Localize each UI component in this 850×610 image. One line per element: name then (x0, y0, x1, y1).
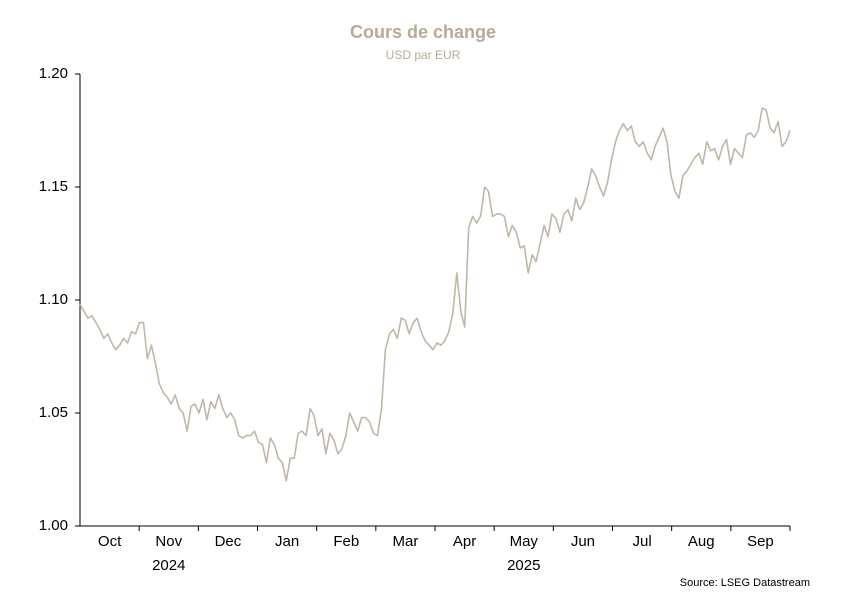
x-tick-label: Jun (571, 533, 595, 550)
chart-title: Cours de change (350, 22, 496, 42)
x-tick-label: Jan (275, 533, 299, 550)
x-tick-label: Apr (453, 533, 476, 550)
x-tick-label: Oct (98, 533, 122, 550)
x-tick-label: Aug (688, 533, 715, 550)
x-tick-label: Mar (392, 533, 418, 550)
x-tick-label: Dec (215, 533, 242, 550)
y-tick-label: 1.20 (39, 65, 68, 82)
series-line (79, 107, 791, 482)
y-tick-label: 1.15 (39, 178, 68, 195)
x-tick-label: Jul (632, 533, 651, 550)
year-label: 2024 (152, 557, 185, 574)
y-tick-label: 1.10 (39, 291, 68, 308)
x-tick-label: Nov (155, 533, 182, 550)
chart-subtitle: USD par EUR (386, 48, 461, 62)
y-tick-label: 1.00 (39, 517, 68, 534)
year-label: 2025 (507, 557, 540, 574)
y-tick-label: 1.05 (39, 404, 68, 421)
x-tick-label: May (510, 533, 539, 550)
x-tick-label: Feb (333, 533, 359, 550)
source-note: Source: LSEG Datastream (680, 577, 810, 589)
x-tick-label: Sep (747, 533, 774, 550)
